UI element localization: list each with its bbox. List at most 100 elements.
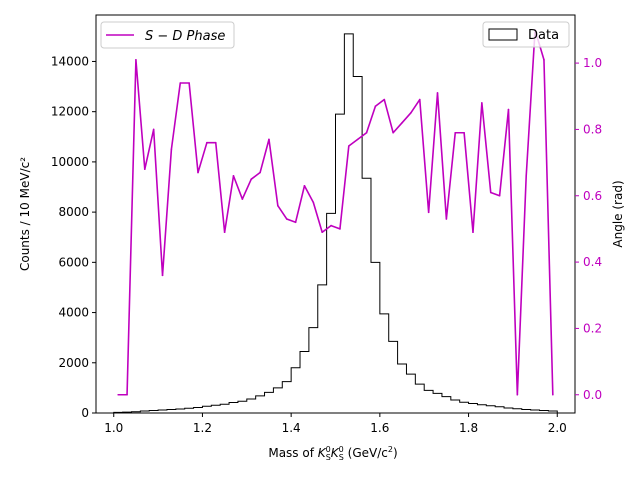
plot-area	[113, 29, 558, 414]
axes-frame	[95, 14, 576, 414]
legend-data-label: Data	[528, 28, 559, 43]
phase-point	[339, 228, 341, 230]
histogram-bar	[522, 409, 531, 413]
phase-point	[401, 121, 403, 124]
phase-point	[223, 231, 226, 234]
phase-point	[170, 148, 173, 151]
phase-point	[365, 131, 368, 134]
histogram-bar	[415, 384, 424, 413]
histogram-bar	[247, 399, 256, 413]
histogram-bar	[291, 368, 300, 413]
y-axis-right-label: Angle (rad)	[611, 180, 625, 247]
phase-point	[507, 108, 510, 111]
phase-point	[303, 185, 306, 187]
histogram-bar	[495, 407, 504, 413]
x-tick-label: 1.6	[370, 421, 389, 435]
x-tick-label: 1.4	[282, 421, 301, 435]
histogram-bar	[327, 213, 336, 413]
phase-point	[188, 82, 190, 84]
phase-point	[214, 141, 217, 144]
histogram-bar	[380, 314, 389, 413]
histogram-bar	[504, 408, 513, 413]
legend-data-swatch	[488, 28, 518, 41]
phase-point	[268, 138, 270, 141]
phase-point	[152, 128, 155, 131]
phase-point	[383, 98, 386, 101]
y-right-tick-label: 0.0	[583, 388, 602, 402]
y-left-tick-label: 14000	[51, 54, 89, 68]
phase-point	[489, 191, 492, 194]
histogram-bar	[371, 262, 380, 413]
x-tick-label: 1.0	[104, 421, 123, 435]
y-right-tick-label: 0.2	[583, 321, 602, 335]
histogram-bar	[211, 405, 220, 413]
x-tick-label: 2.0	[548, 421, 567, 435]
x-axis-label: Mass of K0 SK0 S (GeV/c2)	[268, 445, 397, 462]
phase-point	[241, 198, 244, 200]
histogram-bar	[282, 382, 291, 413]
y-right-tick-label: 1.0	[583, 56, 602, 70]
phase-point	[481, 102, 483, 104]
y-left-tick-label: 4000	[58, 306, 89, 320]
phase-point	[525, 175, 528, 177]
phase-point	[117, 393, 119, 396]
phase-point	[472, 231, 474, 234]
phase-point	[143, 168, 146, 171]
phase-point	[250, 178, 253, 180]
histogram-bar	[353, 77, 362, 413]
phase-point	[285, 218, 288, 220]
phase-point	[418, 98, 421, 101]
histogram-bar	[424, 390, 433, 413]
histogram-bar	[167, 409, 176, 413]
y-axis-right: 0.0 0.2 0.4 0.6 0.8 1.0	[575, 56, 602, 402]
histogram-bar	[442, 397, 451, 413]
x-tick-label: 1.8	[459, 421, 478, 435]
y-left-tick-label: 10000	[51, 155, 89, 169]
histogram-bar	[220, 404, 229, 413]
histogram-bar	[185, 408, 194, 413]
phase-point	[516, 393, 519, 396]
histogram-bar	[238, 401, 247, 413]
histogram-bar	[513, 409, 522, 413]
histogram-bar	[389, 341, 398, 413]
histogram-bar	[202, 406, 211, 413]
histogram-bar	[451, 400, 460, 413]
phase-point	[356, 138, 359, 141]
y-right-tick-label: 0.6	[583, 189, 602, 203]
histogram-bar	[176, 409, 185, 413]
histogram-bar	[265, 392, 274, 413]
y-axis-left: 0 2000 4000 6000 8000 10000 12000 14000	[51, 54, 96, 420]
phase-point	[206, 141, 208, 144]
legend-data: Data	[482, 21, 570, 48]
phase-point	[321, 231, 323, 234]
histogram-bar	[406, 374, 415, 413]
phase-line	[118, 29, 554, 396]
histogram-bar	[477, 405, 486, 413]
phase-point	[463, 131, 465, 134]
histogram-bar	[256, 396, 265, 413]
legend-phase-box	[100, 21, 235, 49]
y-left-tick-label: 12000	[51, 105, 89, 119]
histogram-bar	[362, 178, 371, 413]
y-left-tick-label: 6000	[58, 255, 89, 269]
histogram-bar	[194, 407, 203, 413]
x-axis: 1.0 1.2 1.4 1.6 1.8 2.0	[104, 413, 567, 435]
histogram-bar	[344, 34, 353, 413]
x-tick-label: 1.2	[193, 421, 212, 435]
phase-point	[179, 82, 182, 84]
phase-point	[498, 194, 501, 197]
y-right-tick-label: 0.4	[583, 255, 602, 269]
y-left-tick-label: 2000	[58, 356, 89, 370]
phase-point	[427, 211, 430, 214]
legend-data-box	[482, 21, 570, 48]
legend-phase-label: S − D Phase	[145, 29, 225, 44]
phase-point	[552, 393, 554, 396]
y-axis-left-label: Counts / 10 MeV/c²	[18, 157, 32, 271]
data-histogram	[113, 33, 558, 414]
phase-point	[126, 393, 128, 396]
histogram-bar	[336, 114, 345, 413]
histogram-bar	[469, 403, 478, 413]
phase-point	[454, 131, 457, 134]
phase-point	[161, 274, 164, 277]
